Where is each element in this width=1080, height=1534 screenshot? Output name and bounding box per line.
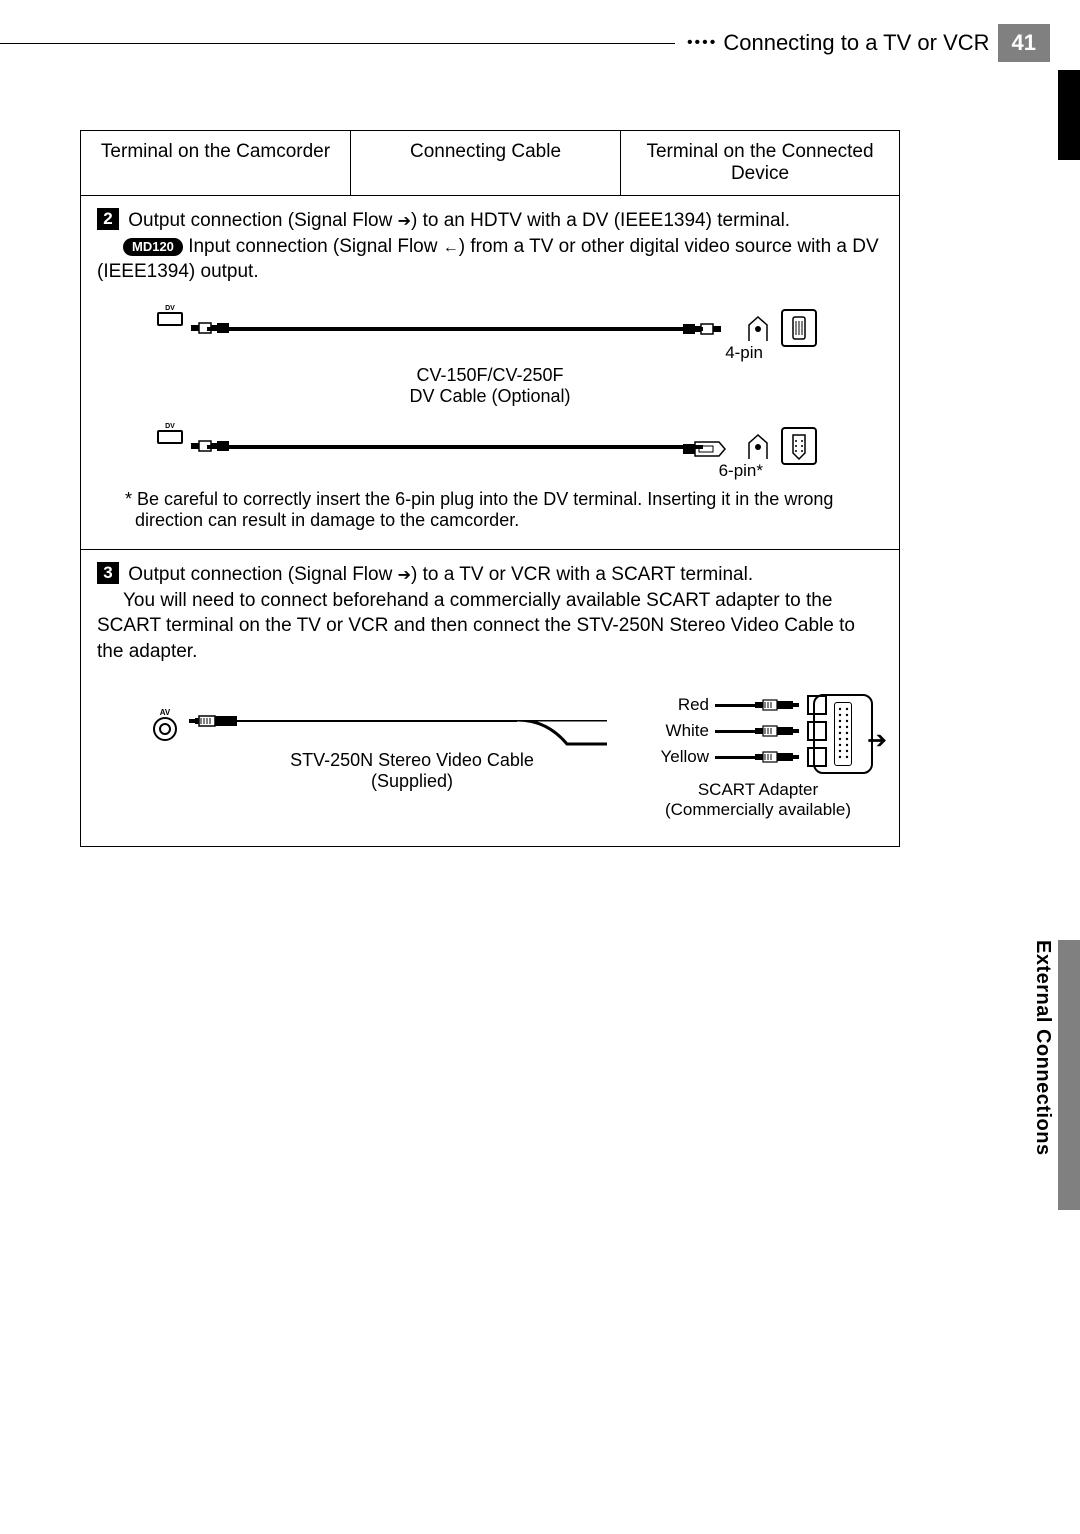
dv-port-icon-2: DV: [157, 423, 183, 444]
firewire-symbol-icon-2: [743, 431, 773, 461]
dv-cable-label: CV-150F/CV-250F DV Cable (Optional): [97, 365, 883, 407]
scart-caption: SCART Adapter (Commercially available): [643, 780, 873, 820]
firewire-6pin-port-icon: [781, 427, 817, 465]
cable-line-icon: [207, 327, 703, 331]
connection-table: Terminal on the Camcorder Connecting Cab…: [80, 130, 900, 847]
rca-yellow-label: Yellow: [653, 747, 709, 767]
header-title: Connecting to a TV or VCR: [723, 30, 989, 56]
cable-line-icon-2: [207, 445, 703, 449]
col-header-3: Terminal on the Connected Device: [621, 131, 899, 195]
scart-diagram: AV Red White: [97, 678, 883, 828]
plug-4pin-icon: [683, 321, 733, 337]
scart-l2: (Commercially available): [643, 800, 873, 820]
scart-connector-icon: [813, 694, 873, 774]
model-badge: MD120: [123, 238, 183, 256]
firewire-symbol-icon: [743, 313, 773, 343]
header-dots: ••••: [687, 34, 717, 52]
page-header: •••• Connecting to a TV or VCR 41: [0, 24, 1080, 62]
col-header-1: Terminal on the Camcorder: [81, 131, 351, 195]
dv-port-icon: DV: [157, 305, 183, 326]
edge-tab-grey: [1058, 940, 1080, 1210]
stv-cable-l1: STV-250N Stereo Video Cable: [277, 750, 547, 771]
dv-4pin-row: DV 4-pin: [97, 299, 883, 359]
stv-cable-label: STV-250N Stereo Video Cable (Supplied): [277, 750, 547, 792]
connection-row-3: 3 Output connection (Signal Flow ) to a …: [81, 550, 899, 847]
s2-l2a: Input connection (Signal Flow: [183, 236, 443, 257]
dv-port-label-2: DV: [157, 423, 183, 430]
dv-cable-name2: DV Cable (Optional): [97, 386, 883, 407]
s2-l1b: ) to an HDTV with a DV (IEEE1394) termin…: [411, 210, 790, 231]
step-number-2: 2: [97, 208, 119, 230]
page-number: 41: [998, 24, 1050, 62]
section-tab-label: External Connections: [1031, 940, 1054, 1156]
arrow-left-icon: [443, 236, 459, 257]
s2-l1a: Output connection (Signal Flow: [128, 210, 397, 231]
table-header-row: Terminal on the Camcorder Connecting Cab…: [81, 131, 899, 196]
av-port-icon: AV: [153, 708, 177, 741]
section2-text: 2 Output connection (Signal Flow ) to an…: [97, 208, 883, 285]
rca-plug-icon: [755, 698, 801, 712]
arrow-right-icon-2: [398, 564, 411, 585]
arrow-right-icon: [398, 210, 411, 231]
dv-cable-name1: CV-150F/CV-250F: [97, 365, 883, 386]
section3-text: 3 Output connection (Signal Flow ) to a …: [97, 562, 883, 665]
rca-white-label: White: [653, 721, 709, 741]
av-port-label: AV: [153, 708, 177, 717]
step-number-3: 3: [97, 562, 119, 584]
firewire-4pin-port-icon: [781, 309, 817, 347]
rca-plug-icon-3: [755, 750, 801, 764]
connection-row-2: 2 Output connection (Signal Flow ) to an…: [81, 196, 899, 550]
rca-red-row: Red: [653, 692, 913, 718]
section2-footnote: * Be careful to correctly insert the 6-p…: [125, 489, 855, 531]
edge-tab-black: [1058, 70, 1080, 160]
pin4-label: 4-pin: [725, 343, 763, 363]
rca-red-label: Red: [653, 695, 709, 715]
plug-6pin-icon: [683, 439, 733, 455]
s3-l1a: Output connection (Signal Flow: [128, 564, 397, 585]
header-rule: [0, 43, 675, 44]
stv-cable-l2: (Supplied): [277, 771, 547, 792]
jack-plug-icon: [189, 714, 239, 728]
scart-l1: SCART Adapter: [643, 780, 873, 800]
pin6-label: 6-pin*: [719, 461, 763, 481]
dv-diagram: DV 4-pin CV-150F/CV-250F: [97, 299, 883, 477]
col-header-2: Connecting Cable: [351, 131, 621, 195]
rca-plug-icon-2: [755, 724, 801, 738]
dv-6pin-row: DV 6-pin*: [97, 417, 883, 477]
s3-l2: You will need to connect beforehand a co…: [97, 590, 855, 662]
dv-port-label: DV: [157, 305, 183, 312]
s3-l1b: ) to a TV or VCR with a SCART terminal.: [411, 564, 753, 585]
